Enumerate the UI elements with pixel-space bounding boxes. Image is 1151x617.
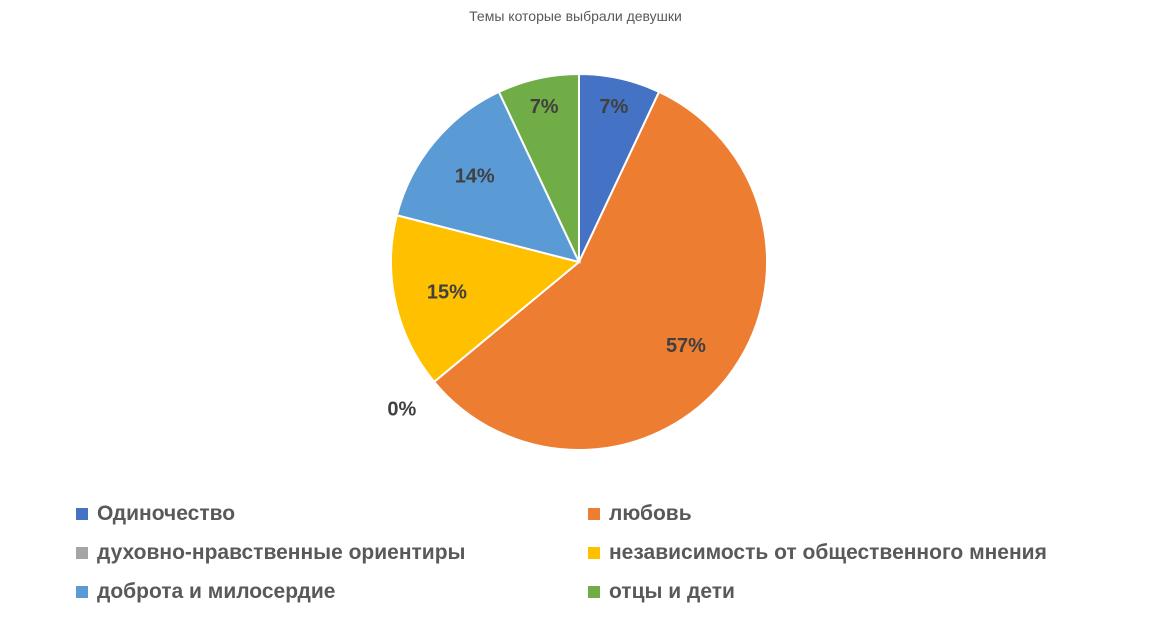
legend-swatch [588, 586, 600, 598]
legend-swatch [588, 547, 600, 559]
data-label: 57% [666, 335, 706, 357]
legend-label: доброта и милосердие [97, 580, 336, 603]
legend-swatch [76, 586, 88, 598]
chart-title: Темы которые выбрали девушки [469, 8, 682, 24]
legend-label: Одиночество [97, 502, 236, 525]
legend-item: отцы и дети [588, 574, 735, 610]
data-label: 7% [599, 96, 628, 118]
legend-item: Одиночество [76, 496, 235, 532]
chart-legend: Одиночество любовь духовно-нравственные ор… [0, 496, 1151, 617]
pie-slice [497, 72, 580, 263]
legend-label: духовно-нравственные ориентиры [97, 541, 466, 564]
legend-item: любовь [588, 496, 692, 532]
pie-slice [432, 90, 768, 451]
legend-item: духовно-нравственные ориентиры [76, 535, 465, 571]
legend-swatch [76, 508, 88, 520]
pie-slice [390, 214, 582, 384]
pie-slice [395, 90, 581, 264]
data-label: 0% [387, 399, 416, 421]
legend-label: независимость от общественного мнения [609, 541, 1047, 564]
data-label: 15% [427, 282, 467, 304]
data-label: 7% [530, 96, 559, 118]
legend-swatch [76, 547, 88, 559]
legend-swatch [588, 508, 600, 520]
legend-item: независимость от общественного мнения [588, 535, 1047, 571]
legend-label: любовь [609, 502, 692, 525]
legend-item: доброта и милосердие [76, 574, 335, 610]
data-label: 14% [455, 166, 495, 188]
legend-label: отцы и дети [609, 580, 735, 603]
